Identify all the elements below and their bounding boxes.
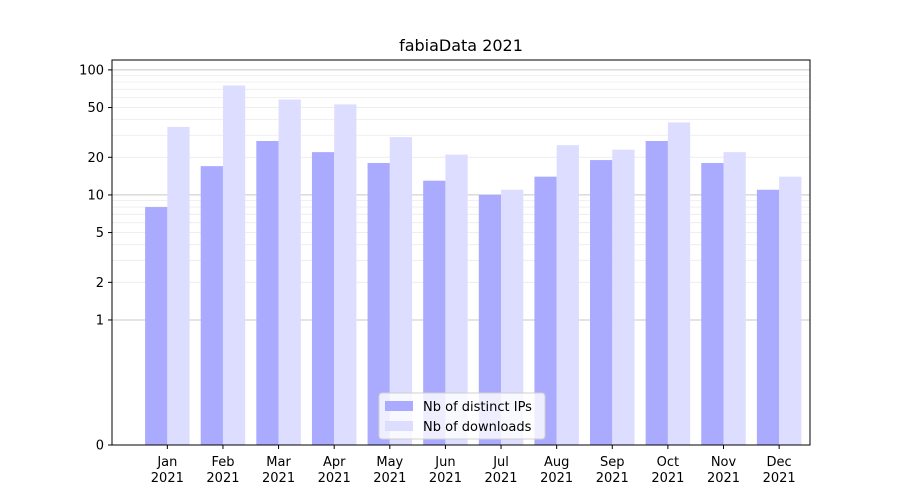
x-tick-label: Jul 2021 bbox=[484, 455, 517, 486]
bar-distinct-ips-aug bbox=[534, 176, 557, 445]
legend: Nb of distinct IPs Nb of downloads bbox=[378, 392, 546, 440]
bar-distinct-ips-apr bbox=[311, 152, 335, 445]
x-tick-label: Nov 2021 bbox=[707, 455, 740, 486]
x-tick-label: Aug 2021 bbox=[540, 455, 573, 486]
bar-distinct-ips-nov bbox=[701, 163, 724, 445]
bar-distinct-ips-jul bbox=[478, 194, 502, 445]
legend-label: Nb of downloads bbox=[423, 420, 532, 435]
y-tick-label: 20 bbox=[87, 151, 104, 166]
x-tick-label: Sep 2021 bbox=[596, 455, 629, 486]
chart-title: fabiaData 2021 bbox=[399, 36, 523, 55]
y-tick-label: 0 bbox=[96, 439, 104, 454]
legend-label: Nb of distinct IPs bbox=[423, 400, 532, 415]
bar-downloads-apr bbox=[334, 104, 357, 445]
bar-distinct-ips-jun bbox=[423, 180, 446, 445]
bar-distinct-ips-mar bbox=[256, 140, 279, 445]
x-tick-label: Feb 2021 bbox=[206, 455, 239, 486]
legend-swatch bbox=[385, 421, 413, 431]
y-tick-label: 100 bbox=[79, 63, 104, 78]
bar-distinct-ips-jan bbox=[145, 207, 168, 445]
y-tick-label: 10 bbox=[87, 188, 104, 203]
legend-swatch bbox=[385, 401, 413, 411]
x-tick-label: Jun 2021 bbox=[429, 455, 462, 486]
legend-box bbox=[378, 392, 546, 440]
x-tick-label: May 2021 bbox=[373, 455, 406, 486]
y-tick-label: 2 bbox=[96, 276, 104, 291]
bar-distinct-ips-feb bbox=[200, 166, 223, 445]
bars bbox=[145, 85, 802, 446]
bar-downloads-may bbox=[389, 137, 413, 445]
bar-downloads-jul bbox=[501, 189, 524, 445]
y-axis: 0 1 2 5 10 20 50 100 bbox=[79, 63, 112, 454]
bar-downloads-jun bbox=[445, 154, 468, 446]
bar-downloads-dec bbox=[779, 176, 802, 445]
x-tick-label: Oct 2021 bbox=[651, 455, 684, 486]
bar-downloads-mar bbox=[278, 99, 301, 446]
bar-distinct-ips-dec bbox=[756, 189, 780, 445]
y-tick-label: 50 bbox=[87, 101, 104, 116]
bar-downloads-jan bbox=[167, 126, 190, 446]
x-tick-label: Dec 2021 bbox=[763, 455, 796, 486]
x-tick-label: Jan 2021 bbox=[151, 455, 184, 486]
y-tick-label: 5 bbox=[96, 226, 104, 241]
bar-distinct-ips-oct bbox=[645, 140, 668, 445]
x-axis: Jan 2021 Feb 2021 Mar 2021 Apr 2021 May 2021 Jun 20… bbox=[151, 445, 796, 486]
bar-downloads-aug bbox=[556, 145, 579, 445]
bar-distinct-ips-sep bbox=[590, 160, 613, 445]
x-tick-label: Mar 2021 bbox=[262, 455, 295, 486]
bar-downloads-nov bbox=[723, 152, 746, 445]
bar-downloads-feb bbox=[222, 85, 246, 445]
plot-frame bbox=[111, 59, 811, 446]
bar-downloads-sep bbox=[612, 149, 635, 446]
x-tick-label: Apr 2021 bbox=[318, 455, 351, 486]
bar-downloads-oct bbox=[667, 122, 691, 445]
bar-distinct-ips-may bbox=[367, 163, 390, 445]
y-tick-label: 1 bbox=[96, 313, 104, 328]
